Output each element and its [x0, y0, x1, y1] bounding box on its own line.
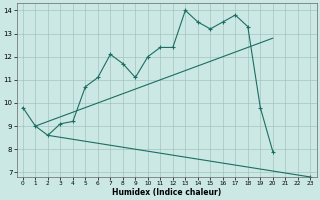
X-axis label: Humidex (Indice chaleur): Humidex (Indice chaleur): [112, 188, 221, 197]
